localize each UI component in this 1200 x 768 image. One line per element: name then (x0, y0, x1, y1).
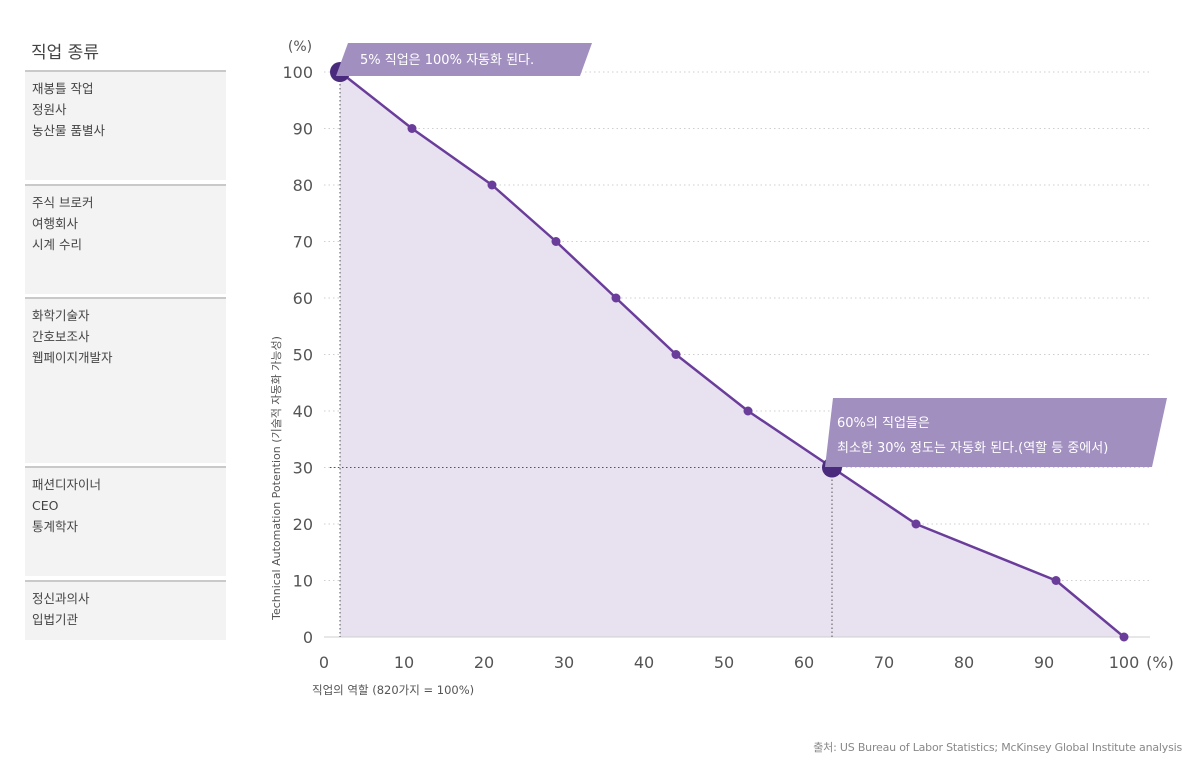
x-tick-label: 30 (554, 653, 574, 672)
y-tick-label: 80 (293, 176, 313, 195)
data-point (407, 124, 417, 133)
x-tick-label: 0 (319, 653, 329, 672)
data-point (743, 406, 753, 416)
data-point (487, 180, 497, 190)
x-tick-label: 60 (794, 653, 814, 672)
data-point (911, 519, 921, 529)
y-tick-label: 90 (293, 120, 313, 139)
x-tick-label: 100 (1109, 653, 1140, 672)
x-tick-label: 80 (954, 653, 974, 672)
data-point (611, 293, 621, 303)
job-item: 입법기관 (32, 612, 79, 627)
job-item: 웹페이지개발자 (32, 350, 113, 365)
callout-box (825, 398, 1167, 467)
callout-label: 5% 직업은 100% 자동화 된다. (360, 53, 534, 68)
callout-box (336, 43, 592, 76)
y-tick-label: 0 (303, 628, 313, 647)
callout-label: 최소한 30% 정도는 자동화 된다.(역할 등 중에서) (837, 441, 1108, 456)
x-tick-label: 20 (474, 653, 494, 672)
x-tick-label: 90 (1034, 653, 1054, 672)
job-item: 농산물 품별사 (32, 123, 105, 138)
y-tick-label: 50 (293, 346, 313, 365)
job-item: 주식 브로커 (32, 195, 94, 210)
area-fill (340, 72, 1124, 637)
y-tick-label: 30 (293, 459, 313, 478)
job-item: 시계 수리 (32, 237, 82, 252)
job-item: CEO (32, 498, 59, 513)
x-tick-label: 10 (394, 653, 414, 672)
job-item: 여행회사 (32, 216, 79, 231)
job-item: 재봉틀 작업 (32, 81, 94, 96)
y-tick-label: 10 (293, 572, 313, 591)
x-tick-label: 40 (634, 653, 654, 672)
y-tick-label: 100 (282, 63, 313, 82)
data-point (1051, 576, 1061, 585)
callout-label: 60%의 직업들은 (837, 416, 930, 431)
job-item: 간호보조사 (32, 329, 90, 344)
y-tick-label: 60 (293, 289, 313, 308)
sidebar-title: 직업 종류 (31, 43, 99, 63)
job-item: 패션디자이너 (32, 477, 102, 492)
x-tick-label: 50 (714, 653, 734, 672)
job-item: 정신과의사 (32, 591, 90, 606)
job-group-2: 주식 브로커 여행회사 시계 수리 (25, 184, 226, 294)
job-item: 화학기술자 (32, 308, 90, 323)
source-note: 출처: US Bureau of Labor Statistics; McKin… (813, 741, 1182, 754)
y-tick-label: 40 (293, 402, 313, 421)
y-tick-label: 20 (293, 515, 313, 534)
job-item: 정원사 (32, 102, 67, 117)
job-group-3: 화학기술자 간호보조사 웹페이지개발자 (25, 297, 226, 463)
x-tick-label: 70 (874, 653, 894, 672)
job-group-4: 패션디자이너 CEO 통계학자 (25, 466, 226, 576)
y-tick-label: 70 (293, 233, 313, 252)
x-unit-label: (%) (1146, 653, 1174, 672)
data-point (671, 350, 681, 359)
job-group-1: 재봉틀 작업 정원사 농산물 품별사 (25, 70, 226, 180)
data-point (551, 237, 561, 246)
job-item: 통계학자 (32, 519, 79, 534)
y-axis-title: Technical Automation Potention (기술적 자동화 … (270, 336, 283, 621)
y-unit-label: (%) (288, 39, 312, 55)
job-group-5: 정신과의사 입법기관 (25, 580, 226, 640)
x-axis-title: 직업의 역할 (820가지 = 100%) (312, 683, 474, 697)
data-point (1119, 632, 1129, 642)
